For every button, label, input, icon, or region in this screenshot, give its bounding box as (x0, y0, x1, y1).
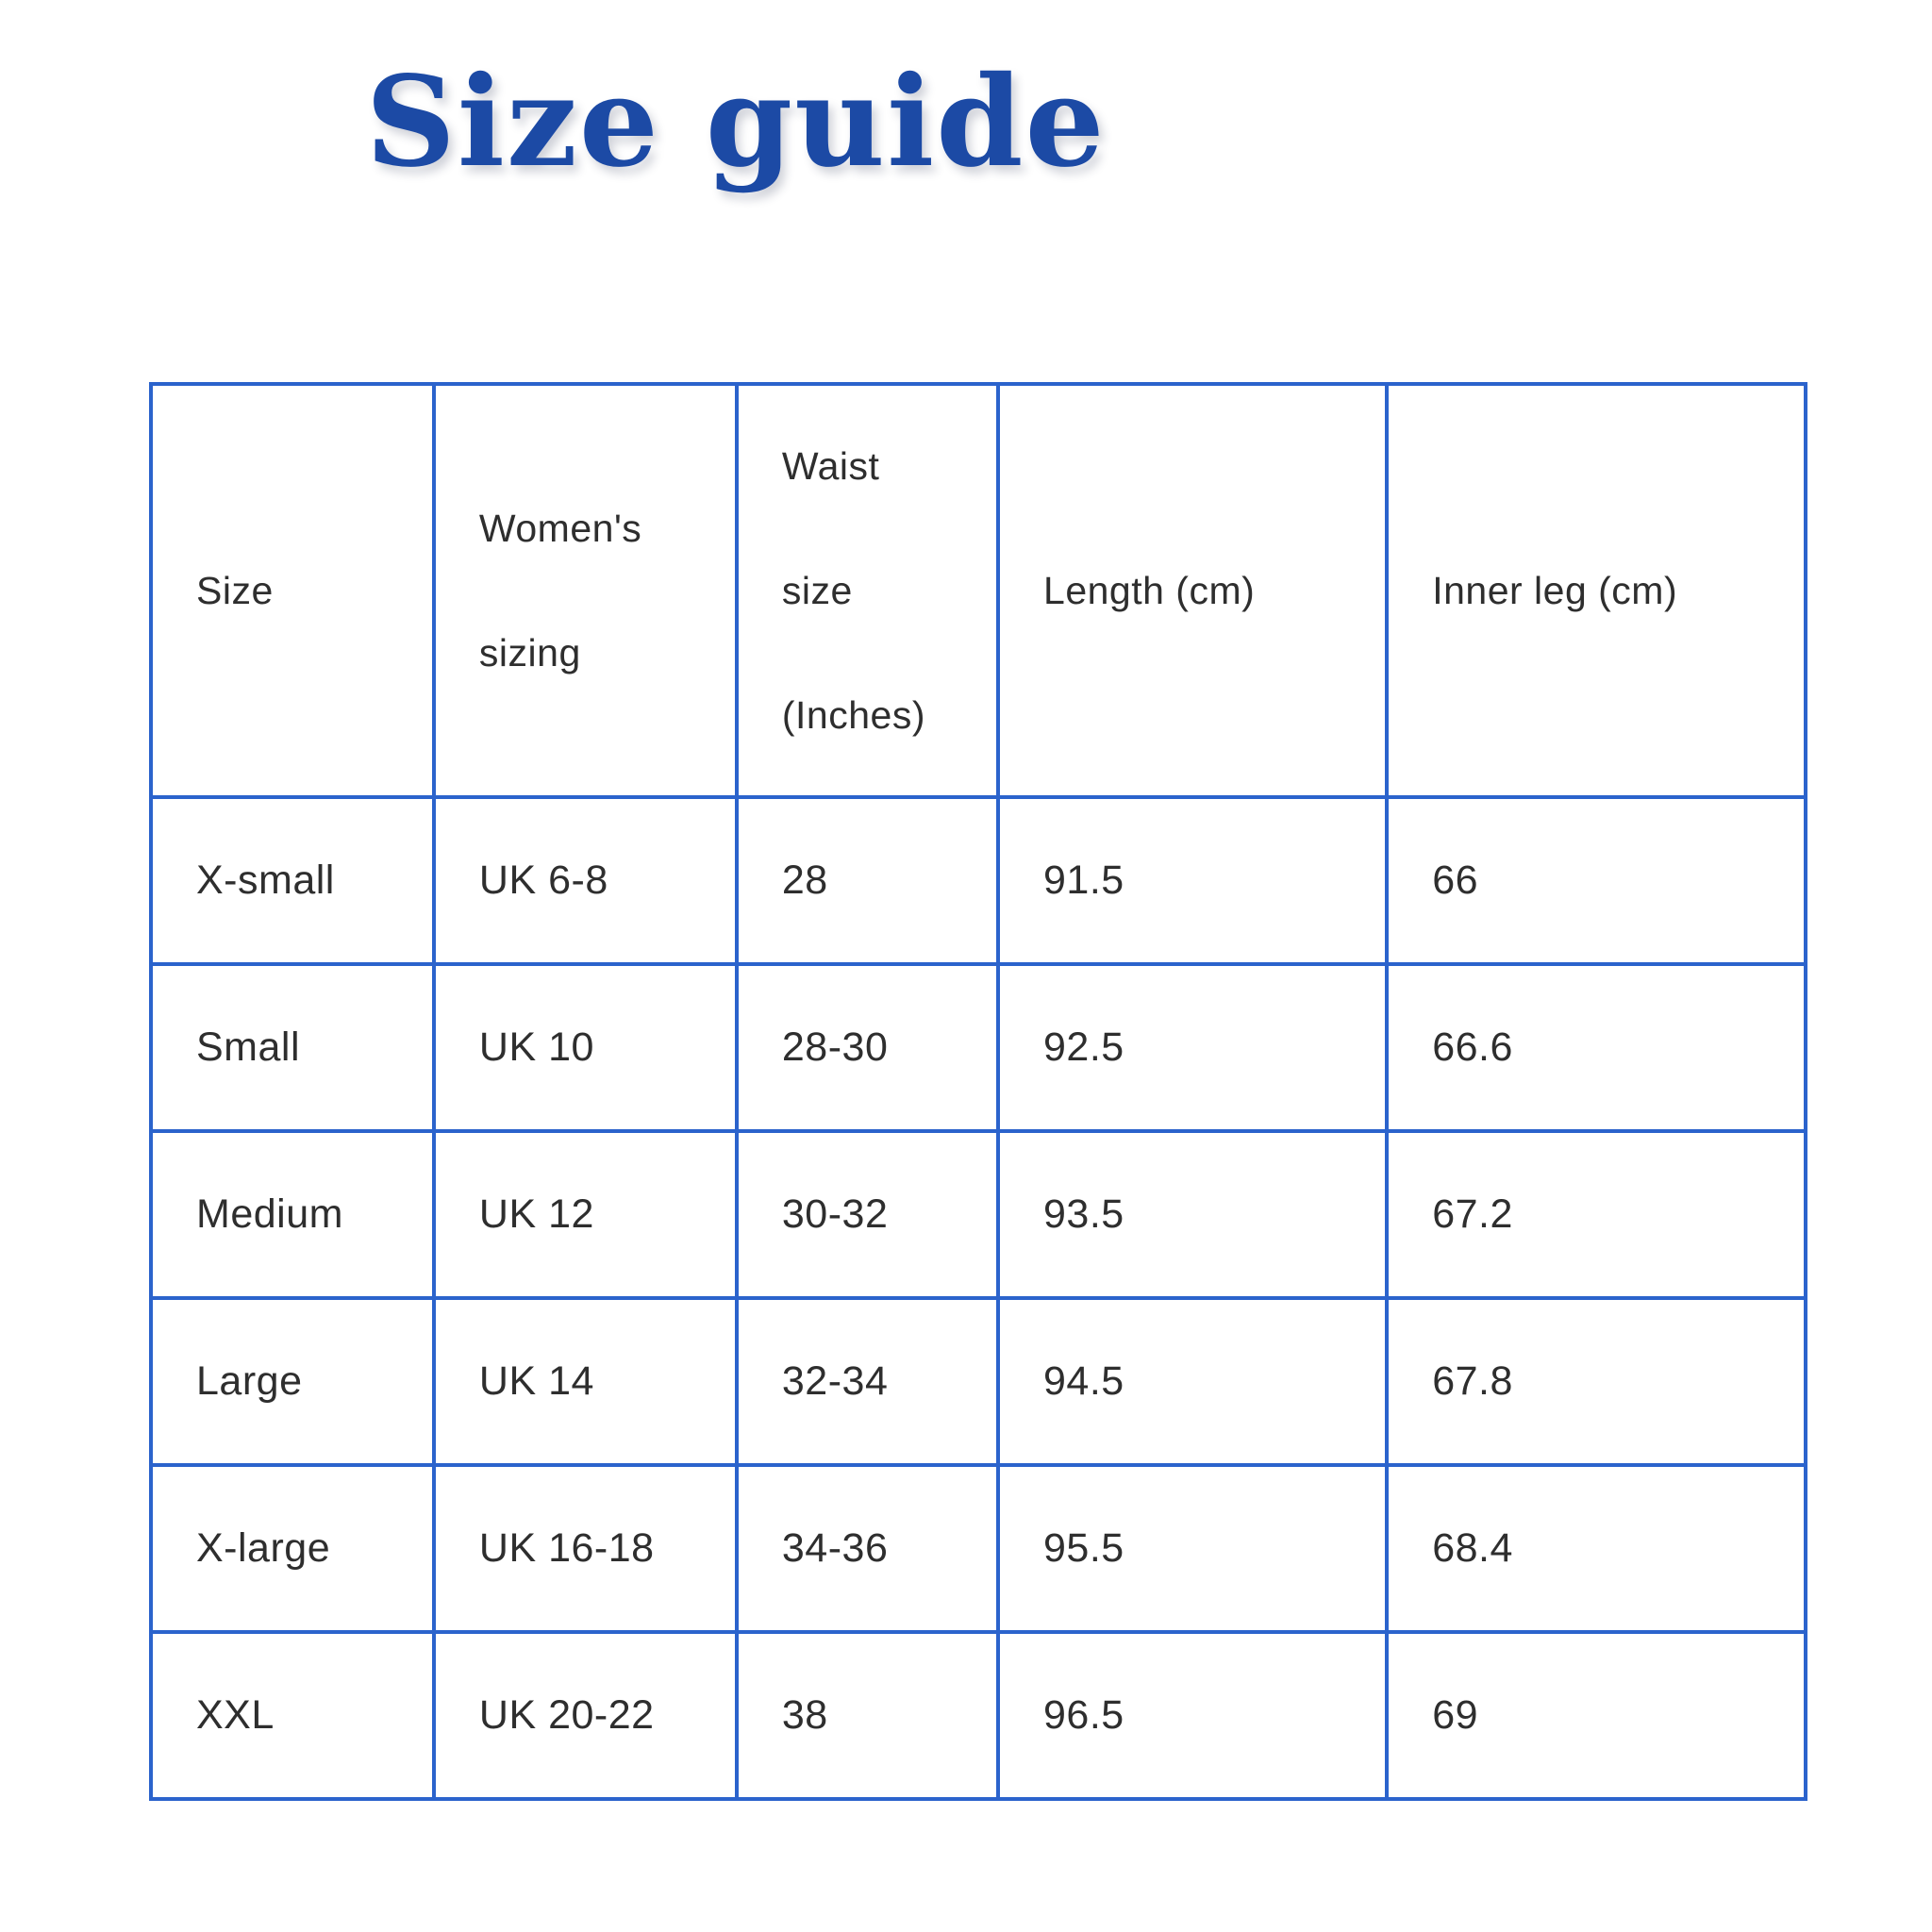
size-guide-table: Size Women's sizing Waist size (Inches) … (149, 382, 1807, 1801)
column-header-length: Length (cm) (996, 382, 1390, 799)
cell-waist-inches: 32-34 (734, 1296, 1001, 1467)
cell-length-cm: 91.5 (996, 795, 1390, 966)
cell-length-cm: 92.5 (996, 962, 1390, 1133)
table-row: X-small UK 6-8 28 91.5 66 (149, 795, 1807, 966)
cell-waist-inches: 38 (734, 1630, 1001, 1801)
column-header-label: size (781, 569, 853, 612)
column-header-inner-leg: Inner leg (cm) (1385, 382, 1807, 799)
cell-inner-leg-cm: 67.2 (1385, 1129, 1807, 1300)
cell-inner-leg-cm: 69 (1385, 1630, 1807, 1801)
cell-womens-sizing: UK 20-22 (431, 1630, 739, 1801)
column-header-label: sizing (478, 631, 581, 675)
cell-womens-sizing: UK 12 (431, 1129, 739, 1300)
cell-womens-sizing: UK 10 (431, 962, 739, 1133)
cell-inner-leg-cm: 66.6 (1385, 962, 1807, 1133)
cell-length-cm: 93.5 (996, 1129, 1390, 1300)
cell-size: Large (149, 1296, 436, 1467)
cell-waist-inches: 34-36 (734, 1463, 1001, 1634)
table-row: X-large UK 16-18 34-36 95.5 68.4 (149, 1463, 1807, 1634)
column-header-label: Waist (781, 444, 880, 488)
cell-length-cm: 95.5 (996, 1463, 1390, 1634)
cell-womens-sizing: UK 14 (431, 1296, 739, 1467)
cell-inner-leg-cm: 68.4 (1385, 1463, 1807, 1634)
column-header-waist-size: Waist size (Inches) (734, 382, 1001, 799)
table-row: Small UK 10 28-30 92.5 66.6 (149, 962, 1807, 1133)
table-row: Large UK 14 32-34 94.5 67.8 (149, 1296, 1807, 1467)
cell-inner-leg-cm: 67.8 (1385, 1296, 1807, 1467)
cell-waist-inches: 28 (734, 795, 1001, 966)
cell-womens-sizing: UK 16-18 (431, 1463, 739, 1634)
size-table-body: X-small UK 6-8 28 91.5 66 Small UK 10 28-30 92.5… (149, 795, 1807, 1801)
column-header-label: Women's (478, 507, 642, 550)
cell-waist-inches: 28-30 (734, 962, 1001, 1133)
cell-inner-leg-cm: 66 (1385, 795, 1807, 966)
table-row: XXL UK 20-22 38 96.5 69 (149, 1630, 1807, 1801)
column-header-label: (Inches) (781, 693, 925, 737)
table-row: Medium UK 12 30-32 93.5 67.2 (149, 1129, 1807, 1300)
cell-waist-inches: 30-32 (734, 1129, 1001, 1300)
page-title: Size guide (365, 49, 1107, 195)
table-header-row: Size Women's sizing Waist size (Inches) … (149, 382, 1807, 799)
cell-size: X-large (149, 1463, 436, 1634)
title-area: Size guide (0, 49, 1472, 195)
column-header-size: Size (149, 382, 436, 799)
cell-size: XXL (149, 1630, 436, 1801)
cell-length-cm: 94.5 (996, 1296, 1390, 1467)
cell-length-cm: 96.5 (996, 1630, 1390, 1801)
column-header-label: Inner leg (cm) (1432, 569, 1678, 612)
column-header-label: Length (cm) (1043, 569, 1256, 612)
cell-size: Medium (149, 1129, 436, 1300)
cell-size: Small (149, 962, 436, 1133)
column-header-label: Size (196, 569, 274, 612)
column-header-womens-sizing: Women's sizing (431, 382, 739, 799)
cell-size: X-small (149, 795, 436, 966)
cell-womens-sizing: UK 6-8 (431, 795, 739, 966)
